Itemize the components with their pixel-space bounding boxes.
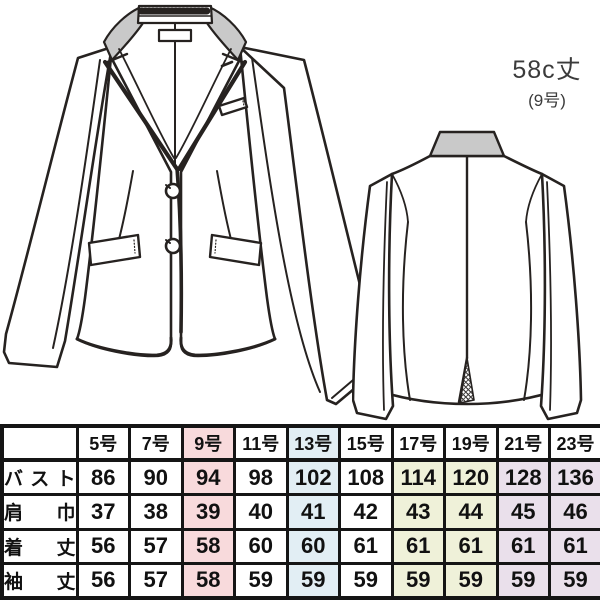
value-cell: 98 xyxy=(233,458,289,497)
value-cell: 59 xyxy=(285,561,341,600)
value-cell: 108 xyxy=(338,458,394,497)
value-cell: 102 xyxy=(285,458,341,497)
length-annotation: 58c丈 (9号) xyxy=(496,57,598,111)
col-header-size11: 11号 xyxy=(233,424,289,463)
value-cell: 40 xyxy=(233,493,289,531)
value-cell: 114 xyxy=(390,458,446,497)
row-label-shoulder: 肩 巾 xyxy=(0,493,79,531)
value-cell: 90 xyxy=(128,458,184,497)
value-cell: 59 xyxy=(548,561,600,600)
value-cell: 38 xyxy=(128,493,184,531)
left-pocket-flap xyxy=(87,233,142,267)
table-row-shoulder: 肩 巾 37 38 39 40 41 42 43 44 45 46 xyxy=(0,493,600,531)
value-cell: 59 xyxy=(443,561,499,600)
col-header-size17: 17号 xyxy=(390,424,446,463)
value-cell: 94 xyxy=(180,458,236,497)
value-cell: 57 xyxy=(128,561,184,600)
row-label-length: 着 丈 xyxy=(0,527,79,565)
value-cell: 86 xyxy=(75,458,131,497)
col-header-size9: 9号 xyxy=(180,424,236,463)
size-text: (9号) xyxy=(528,91,566,111)
value-cell: 43 xyxy=(390,493,446,531)
value-cell: 56 xyxy=(75,527,131,565)
back-right-side-seam xyxy=(523,221,533,401)
value-cell: 136 xyxy=(548,458,600,497)
back-right-sleeve xyxy=(539,172,583,421)
jacket-front-illustration xyxy=(2,4,381,406)
front-inner-back-panel xyxy=(113,21,239,170)
value-cell: 61 xyxy=(548,527,600,565)
col-header-size13: 13号 xyxy=(285,424,341,463)
chest-welt-pocket xyxy=(217,96,249,117)
value-cell: 59 xyxy=(495,561,551,600)
back-body xyxy=(379,154,555,406)
length-text: 58c丈 xyxy=(512,56,582,84)
value-cell: 44 xyxy=(443,493,499,531)
value-cell: 59 xyxy=(233,561,289,600)
table-row-sleeve: 袖 丈 56 57 58 59 59 59 59 59 59 59 xyxy=(0,561,600,600)
value-cell: 39 xyxy=(180,493,236,531)
back-left-sleeve xyxy=(352,172,395,421)
back-left-side-seam xyxy=(401,221,411,401)
value-cell: 61 xyxy=(390,527,446,565)
size-chart-table: 5号 7号 9号 11号 13号 15号 17号 19号 21号 23号 バスト… xyxy=(0,424,600,600)
front-lapels xyxy=(102,48,248,172)
lapel-buttonhole xyxy=(220,60,234,68)
table-row-bust: バスト 86 90 94 98 102 108 114 120 128 136 xyxy=(0,458,600,497)
col-header-size15: 15号 xyxy=(338,424,394,463)
right-pocket-flap xyxy=(208,233,263,267)
value-cell: 42 xyxy=(338,493,394,531)
front-left-sleeve xyxy=(2,45,114,369)
value-cell: 120 xyxy=(443,458,499,497)
col-header-size23: 23号 xyxy=(548,424,600,463)
jacket-back-illustration xyxy=(352,130,583,421)
value-cell: 61 xyxy=(495,527,551,565)
value-cell: 57 xyxy=(128,527,184,565)
value-cell: 41 xyxy=(285,493,341,531)
row-label-bust: バスト xyxy=(0,458,79,497)
back-vent xyxy=(457,356,475,404)
value-cell: 46 xyxy=(548,493,600,531)
value-cell: 59 xyxy=(338,561,394,600)
col-header-size5: 5号 xyxy=(75,424,131,463)
back-collar xyxy=(428,130,506,158)
front-collar xyxy=(102,4,248,62)
value-cell: 58 xyxy=(180,527,236,565)
table-row-length: 着 丈 56 57 58 60 60 61 61 61 61 61 xyxy=(0,527,600,565)
value-cell: 128 xyxy=(495,458,551,497)
value-cell: 58 xyxy=(180,561,236,600)
value-cell: 45 xyxy=(495,493,551,531)
col-header-size19: 19号 xyxy=(443,424,499,463)
col-header-size7: 7号 xyxy=(128,424,184,463)
col-header-size21: 21号 xyxy=(495,424,551,463)
value-cell: 37 xyxy=(75,493,131,531)
value-cell: 59 xyxy=(390,561,446,600)
value-cell: 56 xyxy=(75,561,131,600)
corner-cell xyxy=(0,424,79,463)
value-cell: 60 xyxy=(233,527,289,565)
front-buttons xyxy=(164,182,182,255)
value-cell: 60 xyxy=(285,527,341,565)
row-label-sleeve: 袖 丈 xyxy=(0,561,79,600)
value-cell: 61 xyxy=(338,527,394,565)
table-header-row: 5号 7号 9号 11号 13号 15号 17号 19号 21号 23号 xyxy=(0,424,600,463)
hanger-loop xyxy=(157,28,193,43)
value-cell: 61 xyxy=(443,527,499,565)
